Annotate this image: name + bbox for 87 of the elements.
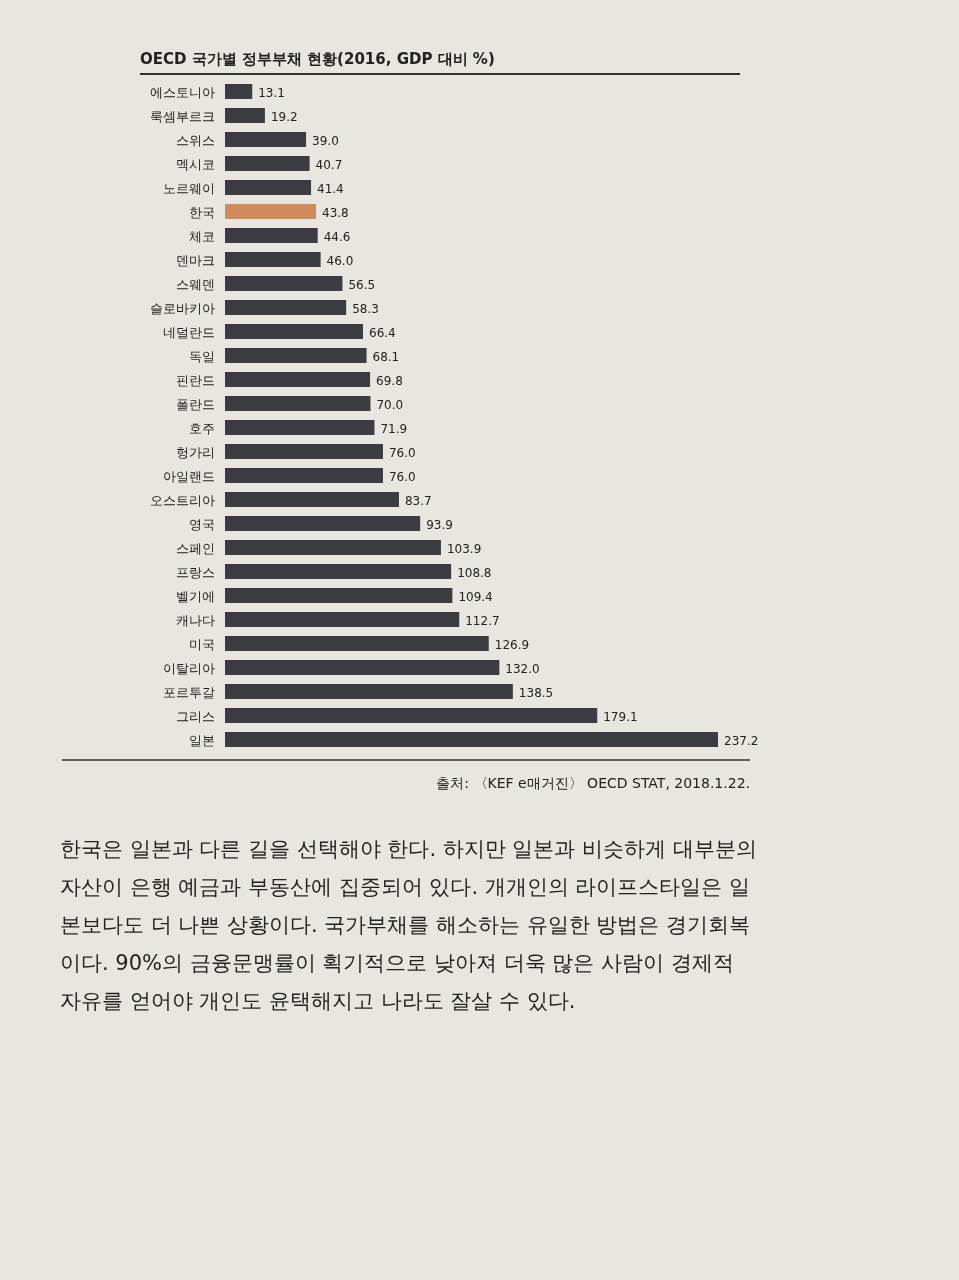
bar	[225, 420, 375, 435]
data-label: 46.0	[326, 253, 354, 268]
data-label: 93.9	[426, 517, 453, 532]
data-label: 76.0	[388, 469, 416, 484]
bar	[225, 84, 253, 99]
data-label: 237.2	[724, 733, 759, 748]
bar	[225, 180, 312, 195]
y-tick-label: 덴마크	[176, 252, 215, 268]
bar	[225, 636, 489, 651]
bar	[225, 468, 383, 483]
y-tick-label: 미국	[189, 636, 215, 652]
y-tick-label: 이탈리아	[163, 660, 215, 676]
bar	[225, 228, 318, 243]
bar	[225, 252, 321, 267]
bar	[225, 156, 310, 171]
y-tick-label: 영국	[189, 516, 215, 532]
y-tick-label: 폴란드	[176, 396, 215, 412]
bar	[225, 732, 718, 747]
bar	[225, 108, 265, 123]
data-label: 19.2	[270, 109, 298, 124]
y-tick-label: 일본	[189, 732, 215, 748]
data-label: 39.0	[312, 133, 339, 148]
data-label: 76.0	[388, 445, 416, 460]
data-label: 179.1	[603, 709, 638, 724]
y-tick-label: 한국	[189, 204, 215, 220]
bar	[225, 564, 452, 579]
text: 한국은 일본과 다른 길을 선택해야 한다. 하지만 일본과 비슷하게 대부분의 자산이 은행 예금과 부동산에 집중되어 있다. 개개인의 라이프스타일은 일본보다도 더 나쁜 상황이다. 국가부채를 해소하는 유일한 방법은 경기회복이다. 90%의 금융문맹률이 획기적으로 낮아져 더욱 많은 사람이 경제적 자유를 얻어야 개인도 윤택해지고 나라도 잘살 수 있다.	[60, 836, 758, 1015]
data-label: 108.8	[457, 565, 492, 580]
data-label: 69.8	[376, 373, 403, 388]
y-tick-label: 체코	[189, 228, 215, 244]
data-label: 126.9	[494, 637, 530, 652]
y-tick-label: 헝가리	[176, 444, 215, 460]
bar	[225, 708, 598, 723]
y-tick-label: 룩셈부르크	[150, 108, 215, 124]
bar	[225, 660, 500, 675]
bar	[225, 324, 364, 339]
data-label: 44.6	[323, 229, 351, 244]
bar	[225, 132, 307, 147]
chart-title: OECD 국가별 정부부채 현황(2016, GDP 대비 %)	[140, 50, 740, 75]
data-label: 40.7	[315, 157, 343, 172]
y-tick-label: 그리스	[176, 708, 215, 724]
data-label: 41.4	[317, 181, 344, 196]
data-label: 56.5	[348, 277, 376, 292]
bar	[225, 516, 421, 531]
bar	[225, 444, 383, 459]
bar	[225, 540, 441, 555]
y-tick-label: 호주	[189, 420, 215, 436]
data-label: 70.0	[376, 397, 404, 412]
bar	[225, 396, 371, 411]
y-tick-label: 핀란드	[176, 372, 215, 388]
bar	[225, 276, 343, 291]
data-label: 109.4	[458, 589, 493, 604]
bar	[225, 348, 367, 363]
data-label: 43.8	[322, 205, 349, 220]
y-tick-label: 노르웨이	[163, 180, 215, 196]
y-tick-label: 에스토니아	[150, 84, 215, 100]
data-label: 132.0	[505, 661, 540, 676]
data-label: 103.9	[446, 541, 482, 556]
y-tick-label: 벨기에	[176, 588, 215, 604]
y-tick-label: 포르투갈	[163, 684, 215, 700]
data-label: 13.1	[258, 85, 285, 100]
y-tick-label: 멕시코	[176, 156, 215, 172]
bar	[225, 300, 347, 315]
data-label: 112.7	[465, 613, 500, 628]
data-label: 71.9	[380, 421, 408, 436]
y-tick-label: 독일	[189, 348, 215, 364]
data-label: 138.5	[518, 685, 554, 700]
bar	[225, 492, 399, 507]
bar	[225, 612, 460, 627]
y-tick-label: 아일랜드	[163, 468, 215, 484]
y-tick-label: 캐나다	[176, 612, 215, 628]
y-tick-label: 오스트리아	[150, 492, 215, 508]
data-label: 66.4	[369, 325, 396, 340]
y-tick-label: 슬로바키아	[150, 300, 215, 316]
y-tick-label: 스위스	[176, 132, 215, 148]
source-note: 출처: 〈KEF e매거진〉 OECD STAT, 2018.1.22.	[435, 775, 750, 793]
y-tick-label: 스웨덴	[176, 276, 215, 292]
data-label: 68.1	[372, 349, 400, 364]
data-label: 58.3	[352, 301, 379, 316]
y-tick-label: 프랑스	[176, 564, 215, 580]
bar	[225, 588, 453, 603]
bar	[225, 372, 371, 387]
data-label: 83.7	[404, 493, 432, 508]
bar	[225, 204, 317, 219]
y-tick-label: 스페인	[176, 540, 215, 556]
bar	[225, 684, 513, 699]
y-tick-label: 네덜란드	[163, 324, 215, 340]
